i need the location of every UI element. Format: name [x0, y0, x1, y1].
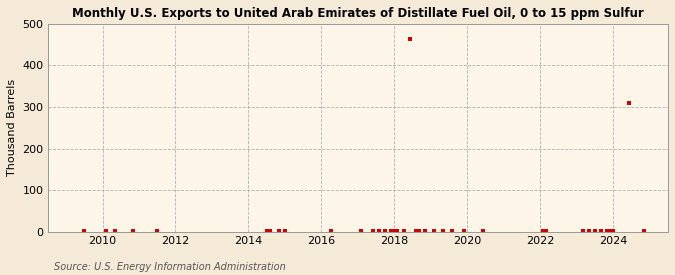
Text: Source: U.S. Energy Information Administration: Source: U.S. Energy Information Administ…: [54, 262, 286, 272]
Title: Monthly U.S. Exports to United Arab Emirates of Distillate Fuel Oil, 0 to 15 ppm: Monthly U.S. Exports to United Arab Emir…: [72, 7, 644, 20]
Y-axis label: Thousand Barrels: Thousand Barrels: [7, 79, 17, 177]
